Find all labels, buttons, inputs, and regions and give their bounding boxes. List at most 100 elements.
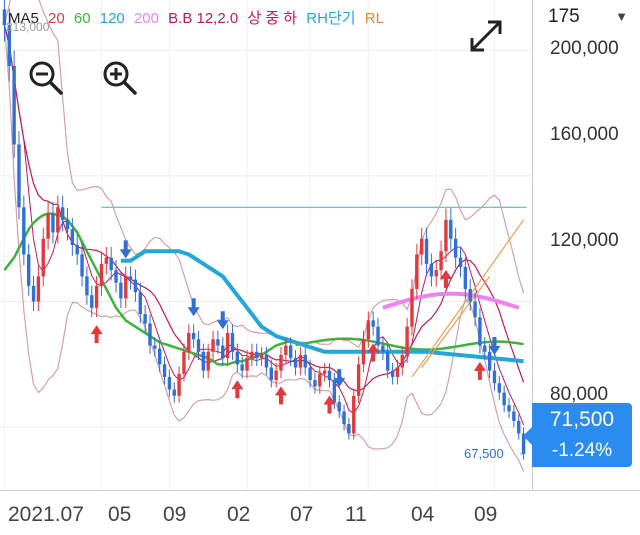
legend-bands: 상 중 하 xyxy=(247,10,298,27)
candle-body xyxy=(274,370,278,381)
bb-upper-line xyxy=(3,0,525,349)
buy-signal-marker xyxy=(231,380,244,399)
x-tick-label: 07 xyxy=(290,503,314,526)
candle-body xyxy=(259,354,264,359)
ma5-line xyxy=(3,24,525,426)
candle-body xyxy=(255,351,259,359)
candle-body xyxy=(458,257,463,267)
candle-body xyxy=(337,402,341,412)
legend-ma200[interactable]: 200 xyxy=(133,10,159,27)
candle-body xyxy=(22,207,26,255)
zoom-in-button[interactable] xyxy=(100,58,140,98)
price-change: -1.24% xyxy=(551,440,613,461)
x-tick-label: 09 xyxy=(474,503,498,526)
candle-body xyxy=(298,354,303,368)
candle-body xyxy=(371,320,375,327)
candle-body xyxy=(51,213,55,233)
time-axis: 2021.07 05 09 02 07 11 04 09 xyxy=(0,490,640,535)
candle-body xyxy=(517,420,521,434)
candle-body xyxy=(46,213,50,239)
candle-body xyxy=(318,373,322,387)
buy-signal-marker xyxy=(439,269,452,288)
buy-signal-marker xyxy=(323,395,336,414)
candle-body xyxy=(453,238,458,258)
candle-body xyxy=(157,348,162,365)
candle-body xyxy=(390,370,395,377)
candle-body xyxy=(99,263,104,286)
candle-body xyxy=(361,339,366,365)
legend-rl[interactable]: RL xyxy=(364,10,384,27)
zoom-out-icon xyxy=(29,61,63,95)
candle-body xyxy=(473,301,477,318)
x-tick-label: 04 xyxy=(411,503,435,526)
expand-icon xyxy=(470,20,502,52)
sell-signal-marker xyxy=(488,336,501,355)
candle-body xyxy=(94,285,99,308)
candle-body xyxy=(90,295,94,308)
candle-body xyxy=(463,266,468,289)
candle-body xyxy=(12,65,16,145)
candle-body xyxy=(376,326,380,346)
candle-body xyxy=(153,345,157,349)
legend-ma5[interactable]: MA5 xyxy=(8,10,39,27)
expand-button[interactable] xyxy=(466,16,506,56)
ma200-line xyxy=(382,291,520,310)
candle-body xyxy=(279,354,283,371)
bb-lower-line xyxy=(3,25,525,472)
ma120-line xyxy=(120,249,524,364)
legend-ma60[interactable]: 60 xyxy=(73,10,91,27)
period-value: 175 xyxy=(548,6,580,27)
candle-body xyxy=(167,376,172,390)
candle-body xyxy=(36,276,41,302)
candle-body xyxy=(512,411,516,421)
candle-body xyxy=(133,279,138,293)
candle-body xyxy=(216,339,220,346)
candle-body xyxy=(288,345,293,359)
candle-body xyxy=(400,354,404,368)
candle-body xyxy=(182,351,186,374)
high-price-label: 213,000 xyxy=(6,20,50,34)
candle-body xyxy=(507,405,511,412)
candle-body xyxy=(313,380,317,387)
candle-body xyxy=(235,351,240,365)
candle-body xyxy=(415,254,419,289)
x-tick-label: 2021.07 xyxy=(8,503,84,526)
candle-body xyxy=(449,219,453,239)
legend-ma20[interactable]: 20 xyxy=(48,10,65,27)
candle-body xyxy=(7,25,11,66)
legend-rh[interactable]: RH단기 xyxy=(306,10,356,27)
candle-body xyxy=(230,332,235,352)
buy-signal-marker xyxy=(367,343,380,362)
low-price-label: 67,500 xyxy=(464,446,504,461)
period-selector[interactable]: 175 ▼ xyxy=(548,6,632,30)
candle-body xyxy=(17,144,21,208)
buy-signal-marker xyxy=(90,325,103,344)
legend-bb[interactable]: B.B 12,2.0 xyxy=(168,10,239,27)
candle-body xyxy=(468,288,472,302)
current-price-badge: 71,500 -1.24% xyxy=(523,403,632,467)
candle-body xyxy=(201,351,206,371)
zoom-in-icon xyxy=(103,61,137,95)
candle-body xyxy=(56,207,60,233)
candle-body xyxy=(478,317,482,346)
x-tick-label: 05 xyxy=(108,503,132,526)
candle-body xyxy=(352,395,356,434)
candle-body xyxy=(483,345,487,352)
candle-body xyxy=(424,238,429,264)
candle-body xyxy=(143,314,147,324)
chevron-down-icon: ▼ xyxy=(615,9,628,24)
candle-body xyxy=(395,367,400,377)
legend-ma120[interactable]: 120 xyxy=(99,10,125,27)
zoom-out-button[interactable] xyxy=(26,58,66,98)
candle-body xyxy=(177,373,181,396)
candle-body xyxy=(187,332,191,352)
ma60-line-tail xyxy=(295,337,524,351)
candle-body xyxy=(434,270,438,277)
candle-body xyxy=(284,345,288,355)
y-tick-label: 160,000 xyxy=(550,124,619,145)
candle-body xyxy=(492,370,497,384)
candle-body xyxy=(347,424,351,434)
candle-body xyxy=(119,282,123,299)
candle-body xyxy=(250,351,254,359)
